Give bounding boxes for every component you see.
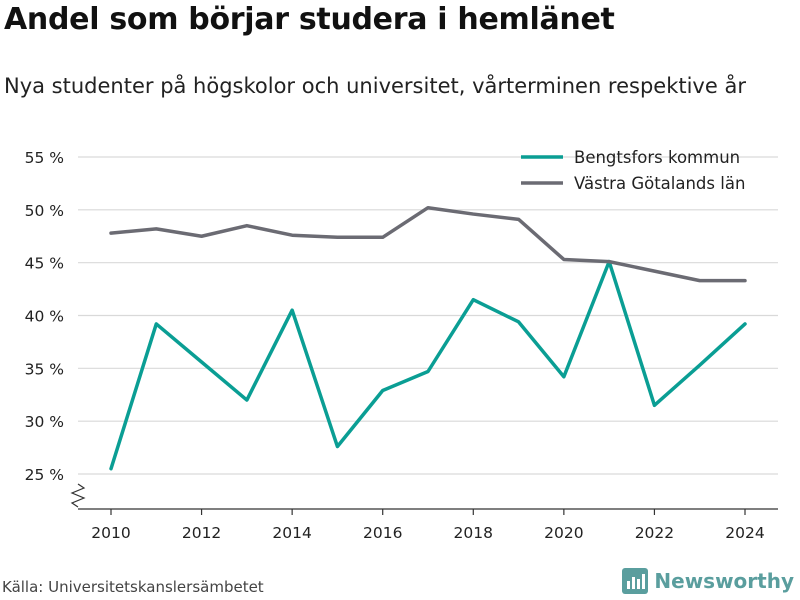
newsworthy-logo-icon [622,568,649,594]
x-tick-label: 2014 [272,524,311,542]
y-tick-label: 25 % [25,466,64,484]
y-tick-label: 35 % [25,360,64,378]
y-tick-label: 40 % [25,308,64,326]
x-tick-label: 2022 [635,524,674,542]
y-tick-label: 30 % [25,413,64,431]
x-tick-label: 2024 [725,524,764,542]
legend-label: Västra Götalands län [574,174,745,193]
y-tick-label: 45 % [25,255,64,273]
brand-name: Newsworthy [654,569,794,593]
chart-subtitle: Nya studenter på högskolor och universit… [4,74,746,98]
legend-label: Bengtsfors kommun [574,148,740,167]
x-tick-label: 2012 [182,524,221,542]
x-tick-label: 2020 [544,524,583,542]
x-tick-label: 2016 [363,524,402,542]
series-line [109,259,747,471]
y-tick-label: 50 % [25,202,64,220]
x-tick-label: 2010 [91,524,130,542]
series-line [109,205,747,283]
axis-break-icon [70,483,86,508]
y-tick-label: 55 % [25,149,64,167]
chart-title: Andel som börjar studera i hemlänet [4,2,615,37]
source-note: Källa: Universitetskanslersämbetet [2,578,264,596]
brand-logo: Newsworthy [622,568,794,594]
x-tick-label: 2018 [454,524,493,542]
